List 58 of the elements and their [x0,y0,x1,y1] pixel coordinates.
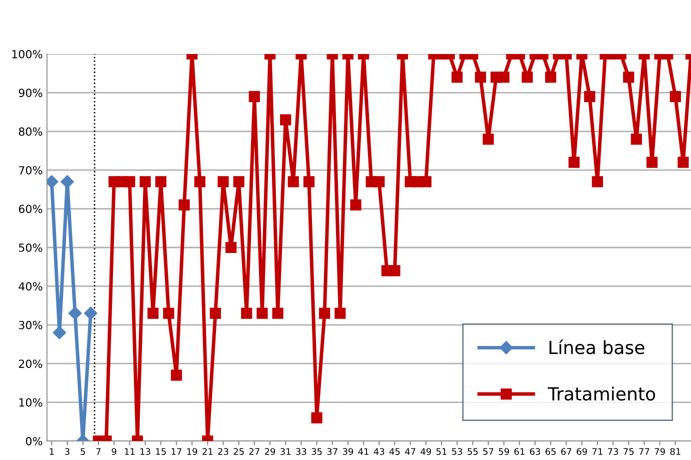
x-tick-label: 5 [80,448,85,455]
y-tick-label: 80% [18,127,42,136]
x-tick-label: 69 [576,448,587,455]
x-tick-label: 57 [483,448,494,455]
point [60,175,74,188]
x-tick-label: 61 [514,448,524,455]
x-tick-label: 67 [561,448,572,455]
x-tick-label: 9 [112,448,116,455]
x-tick-label: 27 [249,448,260,455]
x-tick-label: 21 [202,448,213,455]
x-tick-label: 77 [639,448,650,455]
x-tick-label: 79 [654,448,665,455]
x-tick-label: 47 [405,448,416,455]
x-tick-label: 25 [234,448,244,455]
y-tick-label: 100% [12,50,42,58]
y-tick-label: 10% [19,398,42,407]
x-tick-label: 81 [670,448,680,455]
x-tick-label: 39 [342,448,354,455]
y-tick-label: 50% [18,243,42,252]
y-tick-label: 30% [18,320,42,330]
x-tick-label: 31 [280,448,290,455]
x-tick-label: 33 [296,448,306,455]
x-tick-label: 11 [124,448,135,455]
x-tick-label: 35 [312,448,322,455]
x-tick-label: 29 [264,448,276,455]
point [84,306,98,320]
y-tick-label: 40% [18,282,42,291]
y-tick-label: 60% [18,204,42,214]
x-tick-label: 43 [374,448,384,455]
y-tick-label: 20% [18,360,42,368]
x-tick-label: 53 [452,448,462,455]
x-tick-label: 59 [498,448,509,455]
y-tick-label: 0% [26,436,42,446]
x-tick-label: 13 [140,448,150,455]
x-tick-label: 41 [358,448,368,455]
x-tick-label: 63 [530,448,540,455]
x-tick-label: 65 [546,448,556,455]
x-tick-label: 55 [468,448,478,455]
x-tick-label: 17 [172,448,182,455]
x-tick-label: 51 [436,448,446,455]
y-tick-label: 90% [18,88,42,98]
x-tick-label: 1 [50,448,54,455]
x-tick-label: 7 [96,448,101,455]
x-tick-label: 75 [624,448,634,455]
x-tick-label: 3 [65,448,70,455]
x-tick-label: 19 [187,448,198,455]
x-tick-label: 15 [156,448,166,455]
x-tick-label: 37 [327,448,338,455]
y-tick-label: 70% [19,166,42,174]
legend-label: Línea base [550,340,644,354]
x-tick-label: 45 [389,448,400,455]
legend-label: Tratamiento [548,386,656,401]
point [52,326,66,340]
x-tick-label: 73 [608,448,618,455]
x-tick-label: 71 [592,448,602,455]
x-tick-label: 49 [420,448,432,455]
x-tick-label: 23 [218,448,228,455]
point [68,306,82,320]
